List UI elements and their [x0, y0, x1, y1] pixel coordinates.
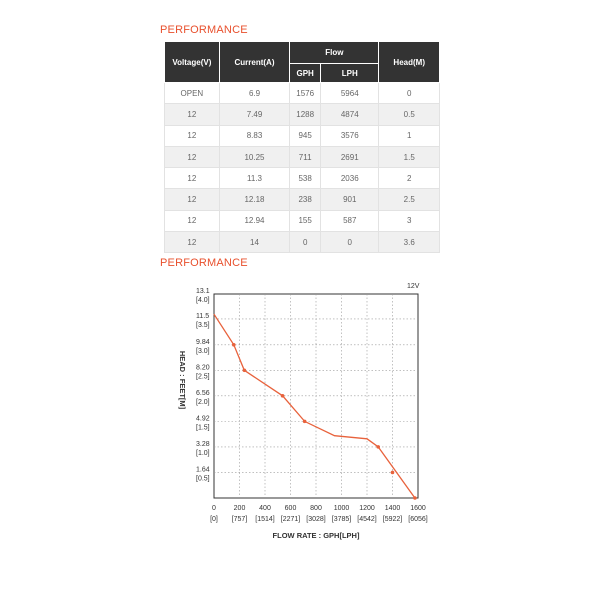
header-voltage: Voltage(V): [164, 41, 220, 83]
y-tick-label-m: [4.0]: [196, 297, 210, 304]
header-lph: LPH: [320, 63, 380, 83]
data-point: [280, 394, 285, 398]
cell-lph: 2036: [320, 167, 380, 190]
table-row: OPEN 6.9 1576 5964 0: [164, 81, 440, 105]
performance-table: Voltage(V) Current(A) Flow Head(M) GPH L…: [164, 41, 440, 254]
x-tick-label: 1600: [410, 505, 426, 512]
header-current: Current(A): [218, 41, 291, 83]
header-gph: GPH: [289, 63, 322, 83]
x-tick-label-lph: [2271]: [281, 516, 301, 523]
cell-lph: 3576: [320, 124, 380, 147]
cell-lph: 5964: [320, 81, 380, 105]
x-tick-label-lph: [3028]: [306, 516, 326, 523]
x-tick-label-lph: [3785]: [332, 516, 352, 523]
cell-lph: 2691: [320, 145, 380, 169]
table-row: 12 12.94 155 587 3: [164, 209, 440, 233]
series-label: 12V: [407, 283, 420, 290]
y-tick-label: 3.28: [196, 441, 210, 448]
data-point: [231, 342, 236, 347]
x-axis-title: FLOW RATE : GPH[LPH]: [273, 531, 360, 540]
cell-gph: 0: [289, 231, 322, 254]
series-line-12v: [213, 313, 416, 499]
y-tick-label: 1.64: [196, 466, 210, 473]
cell-voltage: OPEN: [164, 81, 220, 105]
y-tick-label-m: [1.0]: [196, 450, 210, 457]
cell-current: 8.83: [218, 124, 291, 147]
data-markers: [231, 342, 417, 500]
cell-current: 14: [218, 231, 291, 254]
cell-gph: 238: [289, 188, 322, 211]
y-tick-label: 6.56: [196, 390, 210, 397]
x-tick-label: 600: [285, 505, 297, 512]
data-point: [376, 445, 381, 449]
x-tick-label-lph: [1514]: [255, 516, 275, 523]
x-tick-label-lph: [6056]: [408, 516, 428, 523]
x-tick-label: 1000: [334, 505, 350, 512]
y-tick-label-m: [3.0]: [196, 348, 210, 355]
x-tick-label-lph: [0]: [210, 516, 218, 523]
cell-head: 2.5: [378, 188, 440, 211]
y-tick-label-m: [1.5]: [196, 424, 210, 431]
x-tick-label: 1400: [385, 505, 401, 512]
y-tick-label: 9.84: [196, 339, 210, 346]
cell-gph: 945: [289, 124, 322, 147]
x-tick-label: 400: [259, 505, 271, 512]
cell-head: 0: [378, 81, 440, 105]
grid: [214, 294, 418, 498]
table-row: 12 12.18 238 901 2.5: [164, 188, 440, 211]
cell-gph: 538: [289, 167, 322, 190]
cell-lph: 0: [320, 231, 380, 254]
header-flow: Flow: [289, 41, 380, 64]
x-tick-label: 200: [234, 505, 246, 512]
y-tick-label-m: [3.5]: [196, 322, 210, 329]
cell-voltage: 12: [164, 231, 220, 254]
cell-current: 12.94: [218, 209, 291, 233]
data-point: [390, 470, 395, 475]
performance-table-title: PERFORMANCE: [160, 24, 248, 36]
y-tick-label: 11.5: [196, 313, 209, 320]
x-tick-label-lph: [4542]: [357, 516, 377, 523]
cell-voltage: 12: [164, 103, 220, 126]
tick-labels: 0 [0] 200 [757] 400 [1514] 600 [2271] 800 [3028] 1…: [196, 288, 428, 523]
y-tick-label: 13.1: [196, 288, 210, 295]
x-tick-label-lph: [5922]: [383, 516, 403, 523]
cell-lph: 587: [320, 209, 380, 233]
table-row: 12 10.25 711 2691 1.5: [164, 145, 440, 169]
x-tick-label: 800: [310, 505, 322, 512]
cell-head: 2: [378, 167, 440, 190]
x-tick-label-lph: [757]: [232, 516, 248, 523]
y-tick-label-m: [0.5]: [196, 475, 210, 482]
data-point: [413, 496, 417, 500]
header-head: Head(M): [378, 41, 440, 83]
cell-current: 10.25: [218, 145, 291, 169]
table-row: 12 14 0 0 3.6: [164, 231, 440, 254]
cell-lph: 4874: [320, 103, 380, 126]
data-point: [302, 419, 307, 424]
table-row: 12 8.83 945 3576 1: [164, 124, 440, 147]
performance-chart-title: PERFORMANCE: [160, 257, 248, 269]
y-tick-label-m: [2.0]: [196, 399, 210, 406]
y-tick-label-m: [2.5]: [196, 373, 210, 380]
table-row: 12 7.49 1288 4874 0.5: [164, 103, 440, 126]
cell-head: 3.6: [378, 231, 440, 254]
cell-voltage: 12: [164, 188, 220, 211]
data-point: [242, 368, 247, 373]
cell-voltage: 12: [164, 145, 220, 169]
cell-current: 12.18: [218, 188, 291, 211]
cell-head: 0.5: [378, 103, 440, 126]
y-tick-label: 4.92: [196, 415, 210, 422]
y-tick-label: 8.20: [196, 364, 210, 371]
y-axis-title: HEAD : FEET[M]: [178, 351, 187, 410]
x-tick-label: 1200: [359, 505, 375, 512]
x-tick-label: 0: [212, 505, 216, 512]
